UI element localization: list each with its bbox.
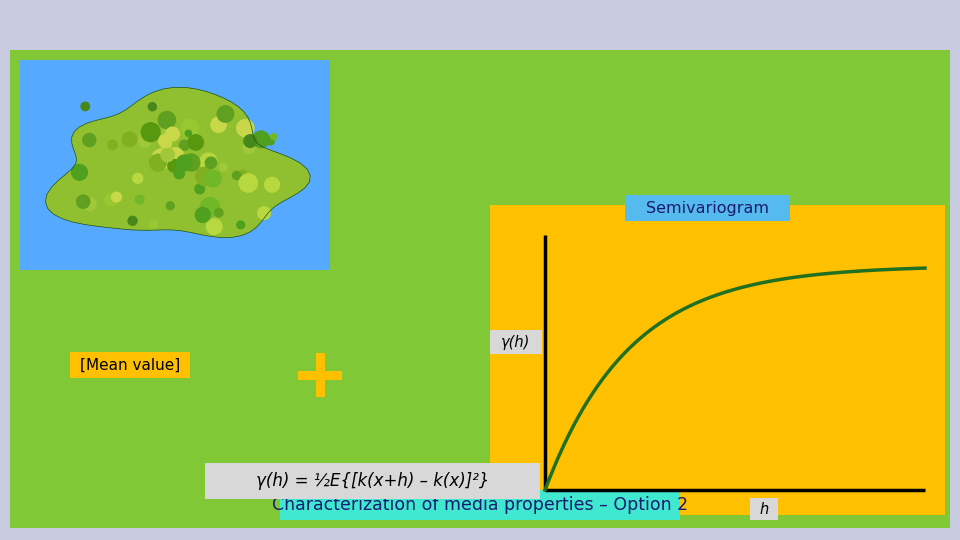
- Circle shape: [237, 221, 245, 229]
- Circle shape: [139, 133, 147, 140]
- Circle shape: [161, 140, 171, 150]
- FancyBboxPatch shape: [490, 330, 542, 354]
- Circle shape: [83, 133, 96, 146]
- Circle shape: [159, 149, 170, 160]
- Text: Semivariogram: Semivariogram: [646, 200, 769, 215]
- Circle shape: [152, 149, 172, 169]
- Circle shape: [217, 106, 233, 122]
- Circle shape: [206, 219, 222, 234]
- Circle shape: [244, 134, 256, 147]
- Circle shape: [201, 198, 220, 217]
- Circle shape: [180, 140, 189, 150]
- Circle shape: [132, 173, 143, 183]
- Circle shape: [128, 217, 137, 225]
- FancyBboxPatch shape: [625, 195, 790, 221]
- Circle shape: [81, 102, 89, 111]
- Circle shape: [77, 195, 90, 208]
- Circle shape: [240, 170, 246, 177]
- Circle shape: [111, 192, 121, 202]
- FancyBboxPatch shape: [70, 352, 190, 378]
- FancyBboxPatch shape: [10, 50, 950, 528]
- FancyBboxPatch shape: [205, 463, 540, 499]
- Circle shape: [182, 154, 200, 171]
- Circle shape: [195, 184, 204, 194]
- Text: γ(h): γ(h): [501, 334, 531, 349]
- Text: Characterization of media properties – Option 2: Characterization of media properties – O…: [272, 496, 688, 514]
- Circle shape: [185, 130, 191, 137]
- Circle shape: [195, 207, 210, 222]
- FancyBboxPatch shape: [750, 498, 778, 520]
- Circle shape: [239, 174, 257, 192]
- Circle shape: [265, 177, 279, 192]
- Circle shape: [188, 134, 204, 150]
- Text: h: h: [759, 502, 769, 516]
- FancyBboxPatch shape: [280, 490, 680, 520]
- Circle shape: [162, 126, 175, 138]
- Circle shape: [166, 127, 180, 141]
- Circle shape: [84, 198, 96, 211]
- Circle shape: [105, 194, 117, 206]
- Circle shape: [196, 167, 214, 186]
- Circle shape: [177, 155, 192, 171]
- Circle shape: [122, 132, 136, 146]
- Circle shape: [258, 207, 271, 219]
- Circle shape: [158, 111, 176, 129]
- Circle shape: [220, 164, 228, 171]
- Circle shape: [237, 119, 253, 137]
- Circle shape: [266, 137, 275, 145]
- Text: γ(h) = ½E{[k(x+h) – k(x)]²}: γ(h) = ½E{[k(x+h) – k(x)]²}: [255, 472, 490, 490]
- Circle shape: [166, 202, 174, 210]
- Circle shape: [204, 170, 221, 187]
- Circle shape: [161, 148, 175, 161]
- Text: [Mean value]: [Mean value]: [80, 357, 180, 373]
- Circle shape: [181, 119, 199, 136]
- Circle shape: [243, 142, 254, 154]
- Circle shape: [158, 134, 172, 147]
- Circle shape: [252, 131, 269, 147]
- Circle shape: [232, 171, 241, 180]
- Circle shape: [271, 133, 276, 140]
- Circle shape: [138, 135, 151, 147]
- FancyBboxPatch shape: [316, 353, 324, 397]
- Circle shape: [149, 103, 156, 111]
- Circle shape: [174, 168, 184, 179]
- FancyBboxPatch shape: [20, 60, 330, 270]
- Circle shape: [72, 165, 87, 180]
- Circle shape: [167, 148, 184, 165]
- FancyBboxPatch shape: [298, 370, 342, 380]
- Circle shape: [135, 195, 144, 204]
- FancyBboxPatch shape: [490, 205, 945, 515]
- Circle shape: [168, 159, 180, 172]
- Polygon shape: [45, 87, 310, 238]
- Circle shape: [141, 123, 160, 141]
- Circle shape: [200, 153, 217, 170]
- Circle shape: [205, 157, 217, 168]
- Circle shape: [211, 117, 227, 132]
- Circle shape: [150, 154, 166, 171]
- Circle shape: [215, 208, 223, 217]
- Circle shape: [149, 220, 157, 229]
- Circle shape: [108, 140, 117, 150]
